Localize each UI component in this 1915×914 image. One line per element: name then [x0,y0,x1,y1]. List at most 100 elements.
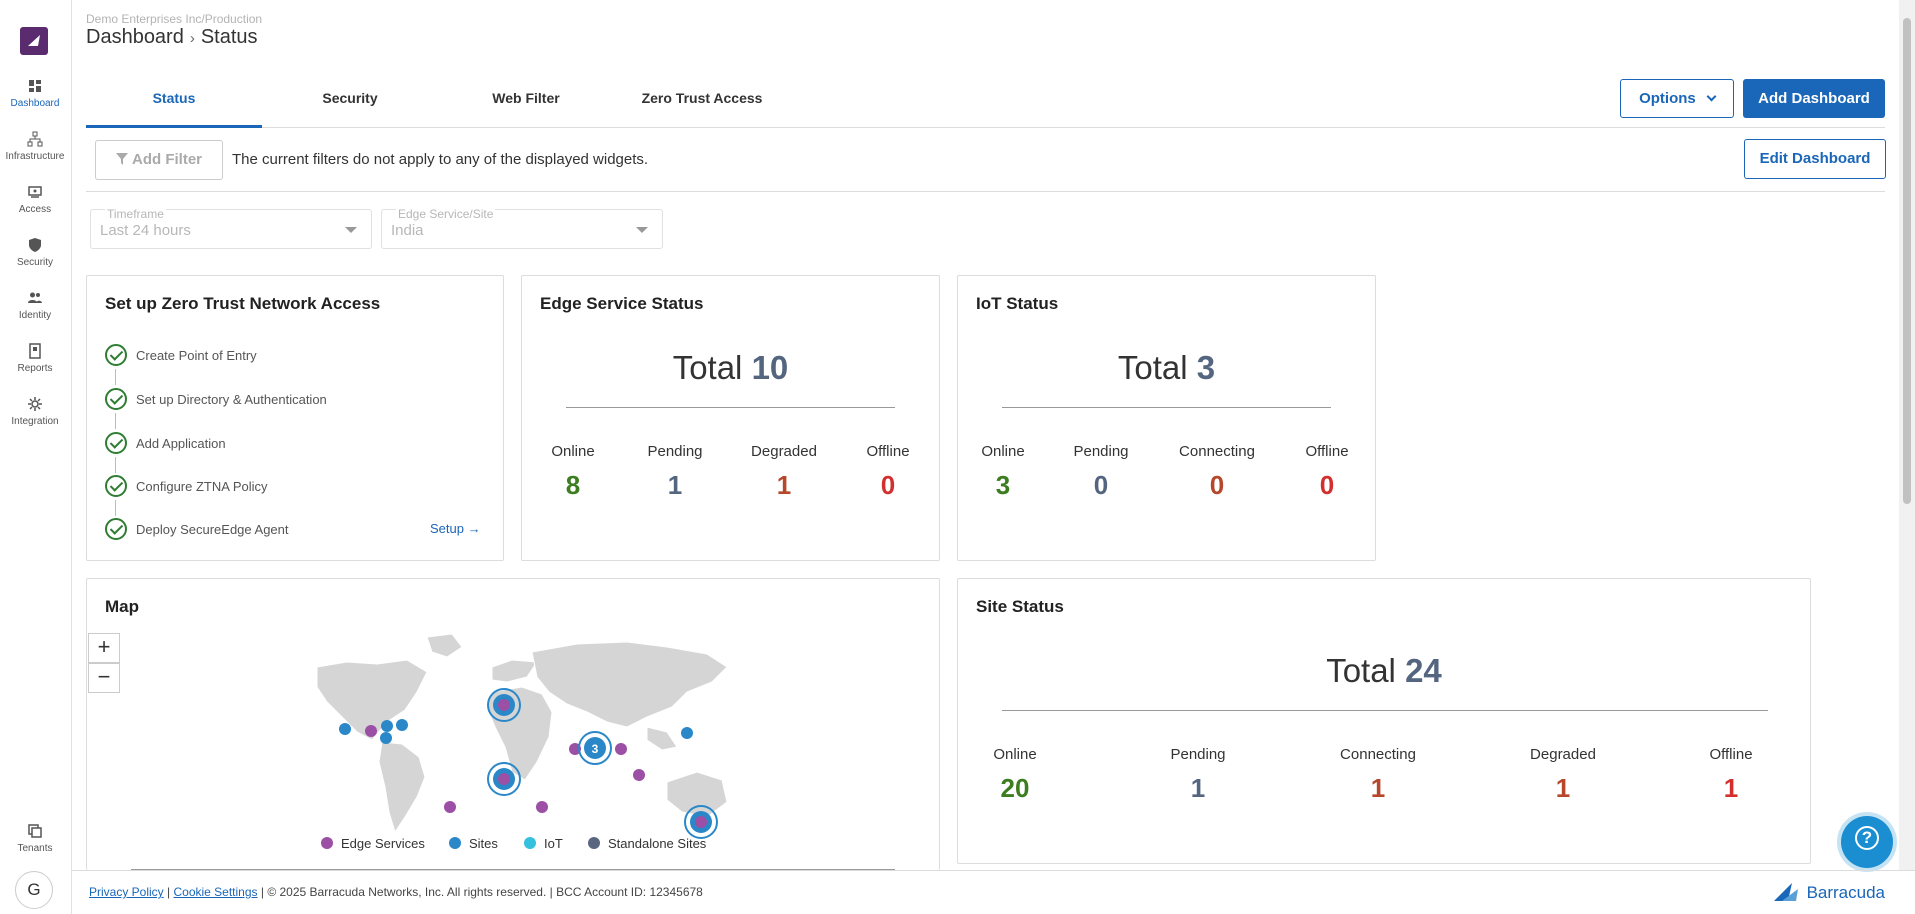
stat-value: 1 [1723,773,1739,803]
edge-service-select[interactable]: Edge Service/Site India [381,207,663,249]
stat-degraded[interactable]: Degraded 1 [729,443,839,501]
stat-online[interactable]: Online 3 [948,443,1058,501]
setup-step-label: Configure ZTNA Policy [136,479,268,494]
legend-swatch [588,837,600,849]
sidebar: Dashboard Infrastructure Access Security… [0,0,72,914]
legend-label: Standalone Sites [608,836,707,851]
tab-security[interactable]: Security [322,90,378,106]
stat-pending[interactable]: Pending 1 [620,443,730,501]
stat-label: Pending [647,443,703,460]
stat-connecting[interactable]: Connecting 1 [1323,746,1433,804]
legend-label: Edge Services [341,836,425,851]
divider [566,407,895,408]
stat-value: 8 [565,470,581,500]
stat-label: Online [993,746,1037,763]
card-title: Map [105,597,139,616]
stat-offline[interactable]: Offline 1 [1676,746,1786,804]
add-filter-label: Add Filter [132,151,202,168]
setup-link[interactable]: Setup → [430,521,481,536]
sidebar-item-security[interactable]: Security [0,237,70,268]
stat-degraded[interactable]: Degraded 1 [1508,746,1618,804]
stat-value: 1 [667,470,683,500]
tab-status[interactable]: Status [86,82,262,128]
sidebar-item-access[interactable]: Access [0,184,70,215]
filter-message: The current filters do not apply to any … [232,151,649,168]
legend-swatch [321,837,333,849]
access-icon [28,186,42,198]
zoom-out-button[interactable]: − [88,663,120,693]
tab-web-filter[interactable]: Web Filter [492,90,560,106]
chevron-right-icon: › [189,30,195,47]
card-title: IoT Status [976,294,1059,313]
stat-connecting[interactable]: Connecting 0 [1162,443,1272,501]
legend-label: IoT [544,836,563,851]
sidebar-item-label: Infrastructure [5,151,65,162]
stat-pending[interactable]: Pending 0 [1046,443,1156,501]
step-connector [115,457,116,473]
stat-offline[interactable]: Offline 0 [1272,443,1382,501]
avatar[interactable]: G [15,871,53,909]
check-circle-icon [105,475,127,497]
stat-online[interactable]: Online 20 [960,746,1070,804]
stat-value: 0 [880,470,896,500]
help-button[interactable]: ? [1841,816,1893,868]
people-icon [28,292,42,303]
scrollbar-thumb[interactable] [1903,18,1911,504]
zoom-in-button[interactable]: + [88,633,120,663]
breadcrumb-root[interactable]: Dashboard [86,26,184,48]
legend-item: Edge Services [321,836,425,851]
total-count: Total 24 [958,652,1810,690]
timeframe-select[interactable]: Timeframe Last 24 hours [90,207,372,249]
edge-service-value: India [391,222,424,239]
step-connector [115,500,116,516]
sidebar-item-infrastructure[interactable]: Infrastructure [0,131,70,162]
stat-label: Pending [1073,443,1129,460]
total-count: Total 3 [958,349,1375,387]
privacy-policy-link[interactable]: Privacy Policy [89,885,164,899]
stat-value: 0 [1319,470,1335,500]
sidebar-item-tenants[interactable]: Tenants [0,823,70,854]
stat-value: 20 [1000,773,1030,803]
total-count: Total 10 [522,349,939,387]
stat-label: Degraded [751,443,817,460]
card-title: Site Status [976,597,1064,616]
legend-swatch [524,837,536,849]
infrastructure-icon [27,131,43,147]
cookie-settings-link[interactable]: Cookie Settings [173,885,258,899]
sidebar-item-reports[interactable]: Reports [0,343,70,374]
cluster-count: 3 [592,742,599,756]
tab-zero-trust-access[interactable]: Zero Trust Access [641,90,763,106]
world-map[interactable]: 3 [287,632,757,852]
setup-step-label: Deploy SecureEdge Agent [136,522,289,537]
card-title: Set up Zero Trust Network Access [105,294,381,313]
edit-dashboard-button[interactable]: Edit Dashboard [1744,139,1886,179]
integration-icon [28,397,42,411]
stat-offline[interactable]: Offline 0 [833,443,943,501]
check-circle-icon [105,344,127,366]
sidebar-item-identity[interactable]: Identity [0,290,70,321]
stat-value: 1 [1370,773,1386,803]
map-markers [339,688,718,839]
options-button[interactable]: Options [1620,79,1734,118]
step-connector [115,413,116,429]
add-dashboard-button[interactable]: Add Dashboard [1743,79,1885,118]
shield-icon [29,238,41,252]
divider [1002,710,1768,711]
scrollbar[interactable] [1899,0,1915,870]
app-logo[interactable] [20,27,48,55]
dashboard-tabs: Status Security Web Filter Zero Trust Ac… [86,82,1885,128]
report-icon [29,343,41,359]
sidebar-item-integration[interactable]: Integration [0,396,70,427]
stat-label: Connecting [1179,443,1255,460]
footer-links: Privacy Policy | Cookie Settings | © 202… [89,885,703,899]
add-filter-button[interactable]: Add Filter [95,140,223,180]
stat-online[interactable]: Online 8 [518,443,628,501]
sidebar-item-dashboard[interactable]: Dashboard [0,78,70,109]
help-icon: ? [1855,826,1879,850]
edge-service-status-card: Edge Service Status Total 10 Online 8 Pen… [521,275,940,561]
stat-pending[interactable]: Pending 1 [1143,746,1253,804]
check-circle-icon [105,388,127,410]
legend-item: Standalone Sites [588,836,706,851]
ztna-setup-card: Set up Zero Trust Network Access Create … [86,275,504,561]
